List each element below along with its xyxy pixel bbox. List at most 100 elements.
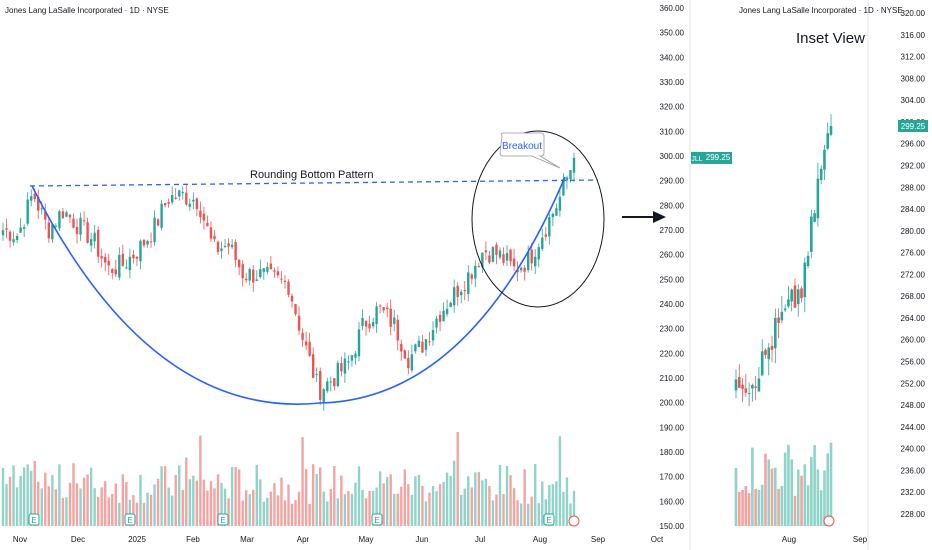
rounding-bottom-curve (31, 176, 566, 405)
inset-chart-canvas[interactable]: 320.00316.00312.00308.00304.00300.00296.… (733, 0, 932, 550)
volume-bar (361, 489, 364, 526)
inset-price-tick-label: 292.00 (901, 161, 926, 170)
inset-price-tick-label: 316.00 (901, 31, 926, 40)
candle-body (410, 354, 414, 371)
earnings-marker (217, 513, 229, 526)
volume-bar (199, 435, 202, 526)
earnings-marker-letter: E (374, 516, 379, 525)
volume-bar (343, 494, 347, 526)
volume-bar (378, 471, 382, 526)
candle-body (209, 227, 213, 239)
price-tick-label: 220.00 (660, 349, 685, 358)
candle-body (192, 199, 195, 202)
volume-bar (241, 500, 244, 526)
inset-price-tick-label: 320.00 (901, 9, 926, 18)
volume-bar (128, 499, 132, 526)
candle-body (262, 268, 266, 272)
inset-volume-bar (826, 453, 830, 526)
candle-body (414, 344, 417, 352)
candle-body (294, 304, 297, 315)
volume-bar (86, 474, 89, 526)
candle-body (230, 244, 234, 248)
candle-body (185, 192, 188, 205)
volume-bar (410, 495, 414, 526)
candle-body (445, 308, 449, 315)
volume-bar (442, 482, 445, 526)
candle-body (526, 251, 530, 271)
volume-bar (452, 460, 456, 526)
inset-volume-bar (764, 453, 767, 526)
candle-body (206, 222, 209, 227)
inset-price-tick-label: 264.00 (901, 314, 926, 323)
candle-body (484, 250, 488, 253)
inset-candle-body (813, 213, 816, 222)
volume-bar (340, 475, 343, 526)
candle-body (72, 218, 75, 228)
price-tick-label: 230.00 (660, 325, 685, 334)
candle-body (502, 254, 505, 263)
volume-bar (435, 491, 438, 526)
volume-bar (555, 481, 558, 526)
inset-candle-body (747, 393, 751, 395)
candle-body (361, 317, 364, 327)
volume-bar (167, 487, 170, 526)
candle-body (467, 272, 470, 294)
candle-body (519, 267, 523, 271)
volume-bar (523, 469, 526, 526)
volume-bar (75, 483, 79, 526)
volume-bar (146, 492, 149, 526)
candle-body (315, 374, 318, 376)
volume-bar (488, 486, 491, 526)
main-chart-canvas[interactable]: 360.00 350.00 340.00 330.00 320.00 310.00 300.… (0, 0, 706, 550)
volume-bar (460, 494, 463, 526)
volume-bar (170, 495, 174, 526)
candle-body (89, 239, 93, 246)
pattern-label: Rounding Bottom Pattern (250, 169, 374, 181)
date-tick-label: Mar (240, 535, 254, 544)
inset-chart-panel: Jones Lang LaSalle Incorporated · 1D · N… (733, 0, 932, 550)
volume-bar (534, 464, 537, 526)
candle-body (407, 358, 410, 369)
candle-body (75, 226, 79, 234)
candle-body (481, 252, 484, 268)
price-tick-label: 240.00 (660, 300, 685, 309)
inset-volume-bar (744, 485, 748, 526)
volume-bar (530, 496, 533, 526)
volume-bar (29, 470, 33, 526)
inset-volume-bar (751, 447, 754, 526)
volume-bar (400, 486, 403, 526)
volume-bar (294, 500, 297, 526)
inset-candle-body (783, 308, 787, 311)
inset-volume-bar (829, 442, 833, 526)
candle-body (5, 228, 8, 230)
candle-body (199, 210, 202, 218)
volume-bar (544, 499, 548, 526)
candle-body (128, 256, 132, 271)
volume-bar (5, 484, 8, 526)
symbol-tag: JLL (691, 156, 702, 163)
earnings-marker (124, 513, 136, 526)
volume-bar (104, 481, 107, 526)
candle-body (393, 317, 396, 324)
volume-bar (266, 497, 269, 526)
candle-body (276, 271, 280, 276)
volume-bar (8, 476, 12, 526)
candle-body (290, 295, 294, 302)
inset-volume-bar (790, 459, 793, 526)
volume-bar (403, 469, 407, 526)
inset-candle-body (760, 351, 764, 376)
candle-body (541, 237, 544, 249)
main-price-tag: 299.25 (704, 152, 732, 164)
inset-volume-bar (734, 467, 738, 526)
volume-bar (315, 473, 318, 526)
inset-candle-body (767, 347, 771, 360)
volume-bar (216, 474, 220, 526)
candle-body (371, 322, 375, 327)
candle-body (456, 285, 459, 298)
volume-bar (12, 465, 15, 526)
volume-bar (213, 488, 216, 526)
date-tick-label: Jul (475, 535, 485, 544)
price-tick-label: 330.00 (660, 78, 685, 87)
date-tick-label: Oct (651, 535, 664, 544)
candle-body (8, 231, 12, 241)
